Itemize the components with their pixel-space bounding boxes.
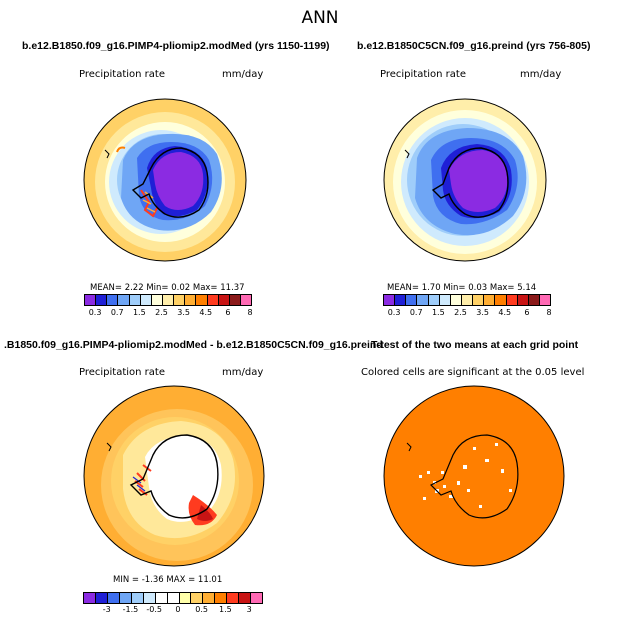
panel2-stats: MEAN= 1.70 Min= 0.03 Max= 5.14 <box>387 283 537 293</box>
colorbar-swatch <box>239 593 252 603</box>
colorbar-tick-label: -1.5 <box>122 605 139 614</box>
colorbar-tick-label: 8 <box>546 308 552 317</box>
colorbar-swatch <box>118 295 130 305</box>
panel2-title: b.e12.B1850C5CN.f09_g16.preind (yrs 756-… <box>357 40 591 52</box>
colorbar-swatch <box>395 295 407 305</box>
colorbar-tick-label: -3 <box>102 605 111 614</box>
colorbar-swatch <box>461 295 474 305</box>
colorbar-swatch <box>129 295 141 305</box>
panel1-map <box>83 98 247 262</box>
colorbar-tick-label: 3.5 <box>177 308 190 317</box>
panel3-stats: MIN = -1.36 MAX = 11.01 <box>113 575 223 585</box>
colorbar-swatch <box>95 593 108 603</box>
figure-title: ANN <box>301 8 339 28</box>
colorbar-swatch <box>484 295 496 305</box>
colorbar-swatch <box>131 593 144 603</box>
panel2-units-label: mm/day <box>520 69 562 80</box>
colorbar-swatch <box>528 295 540 305</box>
colorbar-tick-label: 0.3 <box>387 308 401 317</box>
colorbar-swatch <box>151 295 163 305</box>
panel3-map <box>83 385 265 567</box>
panel3-colorbar-ticks: -3 -1.5 -0.5 0 0.5 1.5 3 <box>83 605 263 615</box>
colorbar-swatch <box>143 593 156 603</box>
panel1-title: b.e12.B1850.f09_g16.PIMP4-pliomip2.modMe… <box>22 40 330 52</box>
colorbar-tick-label: -0.5 <box>146 605 162 614</box>
panel4-title: T-test of the two means at each grid poi… <box>371 339 579 351</box>
colorbar-swatch <box>517 295 529 305</box>
colorbar-tick-label: 1.5 <box>219 605 232 614</box>
colorbar-swatch <box>96 295 108 305</box>
panel1-variable-label: Precipitation rate <box>79 69 165 80</box>
colorbar-swatch <box>174 295 186 305</box>
colorbar-tick-label: 0.7 <box>110 308 124 317</box>
colorbar-swatch <box>84 593 96 603</box>
panel3-title: .B1850.f09_g16.PIMP4-pliomip2.modMed - b… <box>4 339 383 351</box>
panel2-colorbar <box>383 294 551 306</box>
colorbar-swatch <box>155 593 168 603</box>
colorbar-tick-label: 3 <box>246 605 252 614</box>
colorbar-swatch <box>119 593 132 603</box>
colorbar-swatch <box>207 295 219 305</box>
panel1-units-label: mm/day <box>222 69 264 80</box>
colorbar-swatch <box>107 593 120 603</box>
colorbar-swatch <box>107 295 119 305</box>
colorbar-swatch <box>227 593 240 603</box>
panel2-map <box>383 98 547 262</box>
colorbar-swatch <box>179 593 192 603</box>
colorbar-tick-label: 6 <box>524 308 530 317</box>
colorbar-tick-label: 3.5 <box>476 308 489 317</box>
colorbar-swatch <box>406 295 418 305</box>
colorbar-swatch <box>240 295 252 305</box>
colorbar-swatch <box>495 295 507 305</box>
panel4-caption: Colored cells are significant at the 0.0… <box>361 367 585 378</box>
panel2-colorbar-ticks: 0.3 0.7 1.5 2.5 3.5 4.5 6 8 <box>383 308 552 318</box>
colorbar-swatch <box>167 593 180 603</box>
colorbar-swatch <box>251 593 263 603</box>
panel3-variable-label: Precipitation rate <box>79 367 165 378</box>
colorbar-tick-label: 0.7 <box>409 308 423 317</box>
colorbar-tick-label: 8 <box>247 308 253 317</box>
colorbar-swatch <box>450 295 462 305</box>
colorbar-tick-label: 4.5 <box>199 308 213 317</box>
panel3-units-label: mm/day <box>222 367 264 378</box>
colorbar-tick-label: 4.5 <box>498 308 512 317</box>
colorbar-tick-label: 1.5 <box>132 308 146 317</box>
colorbar-swatch <box>506 295 518 305</box>
panel1-colorbar-ticks: 0.3 0.7 1.5 2.5 3.5 4.5 6 8 <box>84 308 253 318</box>
colorbar-swatch <box>384 295 396 305</box>
colorbar-swatch <box>428 295 440 305</box>
colorbar-swatch <box>203 593 216 603</box>
colorbar-swatch <box>215 593 228 603</box>
panel1-stats: MEAN= 2.22 Min= 0.02 Max= 11.37 <box>90 283 245 293</box>
colorbar-swatch <box>218 295 230 305</box>
colorbar-swatch <box>473 295 485 305</box>
colorbar-swatch <box>185 295 197 305</box>
colorbar-swatch <box>191 593 204 603</box>
colorbar-swatch <box>229 295 241 305</box>
colorbar-swatch <box>196 295 208 305</box>
panel4-map <box>383 385 565 567</box>
colorbar-tick-label: 2.5 <box>454 308 467 317</box>
colorbar-swatch <box>162 295 175 305</box>
colorbar-swatch <box>439 295 451 305</box>
colorbar-tick-label: 1.5 <box>431 308 445 317</box>
colorbar-tick-label: 2.5 <box>155 308 168 317</box>
colorbar-swatch <box>140 295 152 305</box>
colorbar-swatch <box>539 295 551 305</box>
colorbar-swatch <box>85 295 97 305</box>
panel2-variable-label: Precipitation rate <box>380 69 466 80</box>
panel3-colorbar <box>83 592 263 604</box>
colorbar-swatch <box>417 295 429 305</box>
panel1-colorbar <box>84 294 252 306</box>
colorbar-tick-label: 0.5 <box>195 605 209 614</box>
colorbar-tick-label: 6 <box>225 308 231 317</box>
colorbar-tick-label: 0.3 <box>88 308 102 317</box>
colorbar-tick-label: 0 <box>175 605 181 614</box>
